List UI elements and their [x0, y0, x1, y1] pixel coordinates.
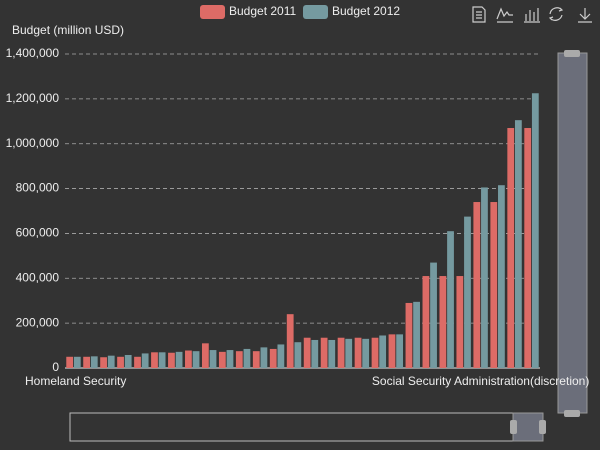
- bar: [311, 339, 319, 368]
- bar-icon[interactable]: [524, 8, 540, 23]
- bar: [439, 276, 447, 368]
- bar: [430, 262, 437, 368]
- toolbox[interactable]: [472, 6, 592, 23]
- bar: [235, 351, 243, 368]
- y-tick-label: 200,000: [16, 315, 60, 329]
- zoom-window[interactable]: [557, 52, 588, 414]
- legend-label: Budget 2012: [332, 4, 400, 18]
- bar: [473, 202, 481, 368]
- bar: [185, 350, 192, 368]
- legend-label: Budget 2011: [229, 4, 296, 18]
- bar: [507, 128, 515, 368]
- bar: [83, 356, 91, 368]
- x-tick-label: Social Security Administration(discretio…: [372, 374, 589, 388]
- y-tick-label: 1,000,000: [6, 136, 60, 150]
- bar: [345, 338, 353, 368]
- zoom-handle[interactable]: [510, 420, 517, 434]
- bar: [413, 301, 420, 368]
- bar: [243, 348, 251, 368]
- bar: [379, 335, 387, 368]
- bar: [100, 357, 107, 368]
- x-tick-label: Homeland Security: [25, 374, 126, 388]
- bar: [328, 339, 336, 368]
- zoom-track: [69, 412, 544, 442]
- bar: [90, 356, 98, 368]
- bar: [260, 347, 268, 368]
- bar: [490, 202, 498, 368]
- bar: [141, 353, 149, 368]
- bar: [168, 352, 175, 368]
- bar: [320, 337, 328, 368]
- zoom-handle[interactable]: [564, 50, 580, 57]
- bar: [396, 334, 404, 368]
- bar: [252, 351, 260, 368]
- y-tick-label: 0: [52, 360, 59, 374]
- restore-icon[interactable]: [548, 7, 564, 21]
- y-tick-label: 1,200,000: [6, 91, 60, 105]
- y-zoom[interactable]: [557, 50, 588, 417]
- bar: [388, 334, 396, 368]
- legend-swatch: [303, 5, 328, 19]
- bar: [158, 352, 166, 368]
- zoom-window[interactable]: [512, 412, 544, 442]
- y-tick-label: 800,000: [16, 181, 60, 195]
- bar: [175, 351, 183, 368]
- bar: [192, 351, 200, 368]
- bar: [124, 354, 132, 368]
- y-tick-label: 1,400,000: [6, 46, 60, 60]
- y-tick-label: 600,000: [16, 226, 60, 240]
- bar: [514, 120, 522, 369]
- bar: [294, 342, 302, 368]
- data-view-icon[interactable]: [472, 6, 486, 23]
- bar: [456, 276, 464, 368]
- bar: [277, 344, 285, 368]
- bar: [337, 337, 345, 368]
- bar: [464, 216, 471, 368]
- bar: [73, 356, 81, 368]
- legend-swatch: [200, 5, 225, 19]
- bar: [201, 343, 209, 368]
- bar: [286, 314, 294, 368]
- bar: [447, 231, 454, 368]
- y-tick-label: 400,000: [16, 270, 60, 284]
- bar: [524, 128, 532, 368]
- bar: [354, 337, 362, 368]
- save-icon[interactable]: [578, 8, 592, 23]
- x-zoom[interactable]: [69, 412, 546, 442]
- y-axis-label: Budget (million USD): [12, 23, 124, 37]
- bar: [481, 187, 488, 368]
- bar: [117, 356, 124, 368]
- bar: [498, 185, 505, 368]
- bar: [134, 356, 141, 368]
- bar: [107, 355, 115, 368]
- bar: [209, 350, 217, 368]
- zoom-handle[interactable]: [564, 410, 580, 417]
- zoom-handle[interactable]: [539, 420, 546, 434]
- bar: [362, 338, 370, 368]
- bar: [226, 350, 234, 368]
- bar: [405, 302, 413, 368]
- bar: [303, 337, 311, 368]
- bar: [531, 93, 539, 368]
- line-icon[interactable]: [496, 7, 513, 23]
- bar: [218, 351, 226, 368]
- bar: [66, 356, 74, 368]
- bar: [371, 337, 379, 368]
- bar: [151, 352, 158, 368]
- bar: [422, 276, 430, 368]
- bar: [269, 348, 277, 368]
